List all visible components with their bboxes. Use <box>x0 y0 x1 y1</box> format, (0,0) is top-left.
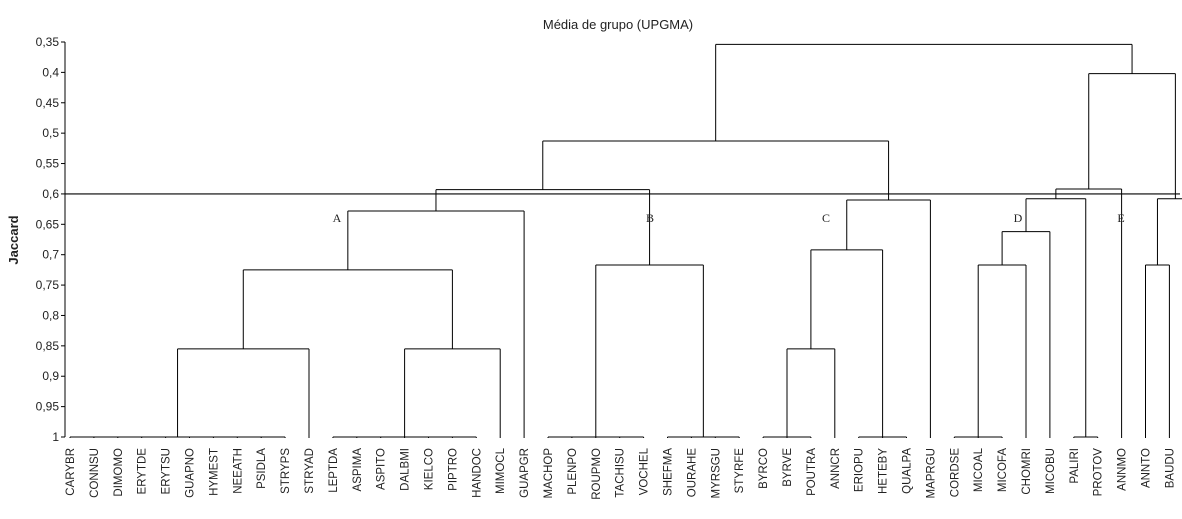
y-tick-label: 0,8 <box>42 308 59 322</box>
leaf-label: PSIDLA <box>256 448 268 489</box>
leaf-label: HANDOC <box>471 448 483 498</box>
group-label-C: C <box>822 211 830 225</box>
y-tick-label: 1 <box>52 430 59 444</box>
leaf-label: DIMOMO <box>113 448 125 497</box>
leaf-label: LEPTDA <box>328 448 340 493</box>
leaf-label: PROTOV <box>1093 448 1105 497</box>
dendrogram-links <box>69 43 1182 438</box>
leaf-label: NEEATH <box>232 448 244 494</box>
y-tick-label: 0,85 <box>36 339 60 353</box>
leaf-label: STYRFE <box>734 448 746 494</box>
leaf-label: PLENPO <box>567 448 579 495</box>
group-label-E: E <box>1117 211 1124 225</box>
leaf-label: CARYBR <box>65 448 77 496</box>
leaf-label: MICOAL <box>973 447 985 492</box>
y-tick-label: 0,35 <box>36 35 60 49</box>
leaf-label: OURAHE <box>686 448 698 498</box>
y-tick-label: 0,6 <box>42 187 59 201</box>
leaf-label: DALBMI <box>400 448 412 491</box>
y-tick-label: 0,55 <box>36 157 60 171</box>
y-tick-label: 0,4 <box>42 65 59 79</box>
y-tick-label: 0,9 <box>42 369 59 383</box>
leaf-label: GUAPNO <box>185 448 197 498</box>
leaf-label: ROUPMO <box>591 448 603 500</box>
leaf-label: SHEFMA <box>663 448 675 496</box>
y-tick-label: 0,5 <box>42 126 59 140</box>
y-axis: 0,35 0,4 0,45 0,5 0,55 0,6 0,65 0,7 0,75 0,8 0,85 0… <box>36 35 66 444</box>
leaf-label: HETEBY <box>878 448 890 494</box>
y-tick-label: 0,95 <box>36 400 60 414</box>
leaf-label: MICOBU <box>1045 448 1057 494</box>
chart-title: Média de grupo (UPGMA) <box>543 17 693 32</box>
leaf-label: PIPTRO <box>447 448 459 491</box>
group-label-A: A <box>333 211 342 225</box>
leaf-label: MYRSGU <box>710 448 722 498</box>
leaf-label: ERIOPU <box>854 448 866 492</box>
leaf-label: GUAPGR <box>519 448 531 498</box>
group-labels: A B C D E <box>333 211 1125 225</box>
group-label-D: D <box>1014 211 1023 225</box>
leaf-label: HYMEST <box>208 448 220 496</box>
leaf-label: STRYPS <box>280 448 292 494</box>
y-tick-label: 0,65 <box>36 217 60 231</box>
group-label-B: B <box>646 211 654 225</box>
leaf-label: ASPITO <box>376 448 388 490</box>
leaf-label: CORDSE <box>949 448 961 498</box>
leaf-label: MIMOCL <box>495 447 507 494</box>
leaf-label: TACHISU <box>615 448 627 498</box>
leaf-label: PALIRI <box>1069 448 1081 484</box>
leaf-label: BYRVE <box>782 448 794 487</box>
leaf-label: BYRCO <box>758 448 770 489</box>
leaf-label: CONNSU <box>89 448 101 498</box>
y-axis-label: Jaccard <box>6 215 21 264</box>
leaf-label: ANNMO <box>1117 448 1129 491</box>
leaf-label: ASPIMA <box>352 448 364 492</box>
leaf-label: STRYAD <box>304 448 316 494</box>
y-tick-label: 0,45 <box>36 96 60 110</box>
leaf-label: ERYTSU <box>161 448 173 494</box>
y-tick-label: 0,7 <box>42 248 59 262</box>
leaf-label: MICOFA <box>997 448 1009 492</box>
leaf-label: MAPRGU <box>925 448 937 498</box>
leaf-labels: CARYBR CONNSU DIMOMO ERYTDE ERYTSU GUAPNO HYME… <box>65 447 1176 499</box>
leaf-label: KIELCO <box>424 448 436 490</box>
leaf-label: BAUDU <box>1164 448 1176 488</box>
leaf-label: CHOMRI <box>1021 448 1033 495</box>
leaf-label: ERYTDE <box>137 448 149 495</box>
leaf-label: QUALPA <box>902 448 914 494</box>
leaf-label: MACHOP <box>543 448 555 499</box>
leaf-label: VOCHEL <box>639 447 651 495</box>
leaf-label: ANNCR <box>830 448 842 489</box>
y-tick-label: 0,75 <box>36 278 60 292</box>
leaf-label: ANNTO <box>1141 448 1153 488</box>
leaf-label: POUTRA <box>806 448 818 496</box>
